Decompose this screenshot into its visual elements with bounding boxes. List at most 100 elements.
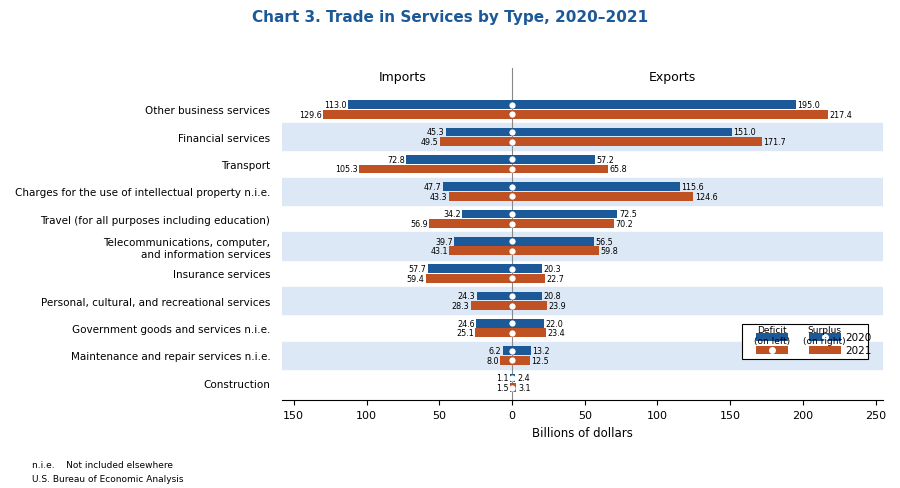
Text: 217.4: 217.4 [830,110,852,120]
Bar [756,346,788,355]
Text: 39.7: 39.7 [435,237,453,246]
Text: Imports: Imports [379,71,427,84]
Text: 129.6: 129.6 [300,110,322,120]
Text: 105.3: 105.3 [335,165,357,174]
Text: 72.8: 72.8 [387,156,405,164]
Bar [500,356,512,365]
Text: 23.9: 23.9 [548,302,566,310]
Text: Surplus
(on right): Surplus (on right) [804,325,846,345]
Bar [477,292,512,301]
Text: 195.0: 195.0 [797,101,820,110]
Text: 24.6: 24.6 [457,319,475,328]
Text: 43.1: 43.1 [430,247,448,256]
Text: 70.2: 70.2 [616,220,634,228]
Bar [512,346,531,355]
Bar [476,319,512,328]
Text: 2020: 2020 [845,332,871,343]
Bar [503,346,512,355]
Bar [449,192,512,201]
Bar [283,124,883,151]
Bar [426,274,512,283]
Bar [283,342,883,369]
Bar [446,128,512,137]
Bar [512,111,828,120]
Bar [512,192,693,201]
Bar [756,333,788,342]
Bar [512,220,614,228]
Text: 43.3: 43.3 [430,192,447,201]
Bar [512,302,547,310]
Bar [512,356,530,365]
Bar [347,101,512,110]
Bar [512,319,544,328]
Text: 115.6: 115.6 [681,183,704,192]
Bar [428,264,512,273]
Bar [283,179,883,205]
Bar [443,183,512,192]
Text: 13.2: 13.2 [533,346,550,355]
Text: 25.1: 25.1 [456,329,474,338]
Text: 56.9: 56.9 [410,220,428,228]
Text: 49.5: 49.5 [421,138,438,147]
Text: 20.3: 20.3 [543,264,561,274]
Text: 8.0: 8.0 [486,356,499,365]
Bar [512,165,608,174]
Bar [359,165,512,174]
Text: 6.2: 6.2 [489,346,501,355]
Text: 47.7: 47.7 [423,183,441,192]
Text: 57.7: 57.7 [409,264,427,274]
Text: 34.2: 34.2 [443,210,461,219]
Text: 22.7: 22.7 [546,274,564,283]
Bar [512,247,599,256]
Text: 65.8: 65.8 [609,165,626,174]
Text: 72.5: 72.5 [619,210,637,219]
Bar [512,138,761,146]
Text: 1.5: 1.5 [496,383,508,392]
Text: 45.3: 45.3 [427,128,445,137]
Text: 24.3: 24.3 [457,292,475,301]
Bar [429,220,512,228]
Text: 2.4: 2.4 [517,374,529,383]
Text: Deficit
(on left): Deficit (on left) [754,325,790,345]
Text: 28.3: 28.3 [452,302,470,310]
Bar [463,210,512,219]
X-axis label: Billions of dollars: Billions of dollars [532,426,633,439]
Bar [512,264,542,273]
Text: 23.4: 23.4 [547,329,565,338]
Bar [509,384,512,392]
Bar [512,292,542,301]
Bar [471,302,512,310]
Text: 57.2: 57.2 [597,156,615,164]
Bar [475,329,512,338]
Text: 20.8: 20.8 [544,292,562,301]
Text: 1.1: 1.1 [497,374,508,383]
Text: Chart 3. Trade in Services by Type, 2020–2021: Chart 3. Trade in Services by Type, 2020… [252,10,648,25]
Text: 113.0: 113.0 [324,101,346,110]
FancyBboxPatch shape [742,325,868,360]
Bar [406,156,512,164]
Text: 56.5: 56.5 [596,237,614,246]
Bar [512,128,732,137]
Bar [323,111,512,120]
Bar [512,274,545,283]
Text: 151.0: 151.0 [734,128,756,137]
Bar [512,374,516,383]
Bar [283,233,883,260]
Text: 12.5: 12.5 [532,356,549,365]
Text: Exports: Exports [648,71,696,84]
Text: n.i.e.    Not included elsewhere: n.i.e. Not included elsewhere [32,461,173,469]
Text: 2021: 2021 [845,345,871,355]
Bar [809,333,841,342]
Text: 124.6: 124.6 [695,192,717,201]
Bar [809,346,841,355]
Text: 59.8: 59.8 [600,247,618,256]
Bar [440,138,512,146]
Bar [454,238,512,246]
Bar [512,238,594,246]
Text: U.S. Bureau of Economic Analysis: U.S. Bureau of Economic Analysis [32,474,183,483]
Bar [283,287,883,315]
Bar [512,384,517,392]
Text: 3.1: 3.1 [518,383,530,392]
Text: 171.7: 171.7 [763,138,786,147]
Bar [449,247,512,256]
